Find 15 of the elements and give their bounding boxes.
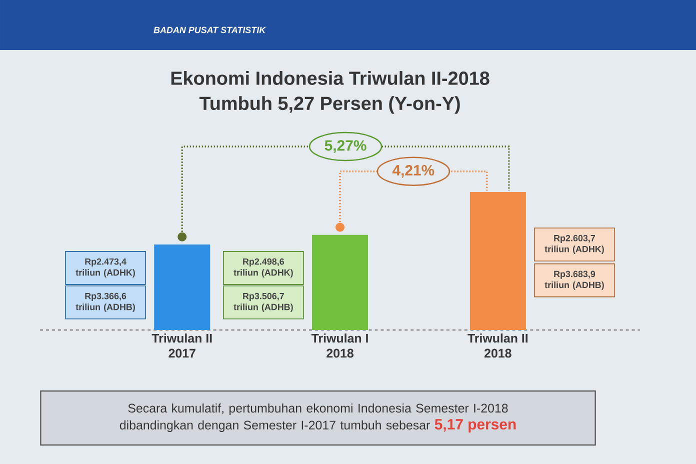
- x-tick-label: Triwulan I 2018: [311, 333, 368, 358]
- text: 4,21%: [392, 164, 434, 178]
- chart-subtitle: Tumbuh 5,27 Persen (Y-on-Y): [199, 96, 460, 114]
- annotation: Rp2.473,4 triliun (ADHK): [76, 258, 135, 278]
- annotation: Rp3.366,6 triliun (ADHB): [76, 292, 135, 312]
- annotation: Rp3.683,9 triliun (ADHB): [544, 270, 604, 290]
- text: Secara kumulatif, pertumbuhan ekonomi Indonesia Semester I-2018 dibandingkan dengan Semester I-2017 tumbuh sebesar 5,17 persen: [120, 403, 516, 433]
- x-tick-label: Triwulan II 2017: [152, 333, 212, 358]
- annotation: Rp2.603,7 triliun (ADHK): [544, 234, 604, 254]
- annotation: Rp3.506,7 triliun (ADHB): [234, 292, 293, 312]
- annotation: Rp2.498,6 triliun (ADHK): [234, 258, 293, 278]
- text: 5,27%: [324, 140, 366, 153]
- x-tick-label: Triwulan II 2018: [468, 333, 528, 358]
- chart-title: Ekonomi Indonesia Triwulan II-2018: [171, 71, 490, 85]
- text: BADAN PUSAT STATISTIK: [154, 26, 266, 34]
